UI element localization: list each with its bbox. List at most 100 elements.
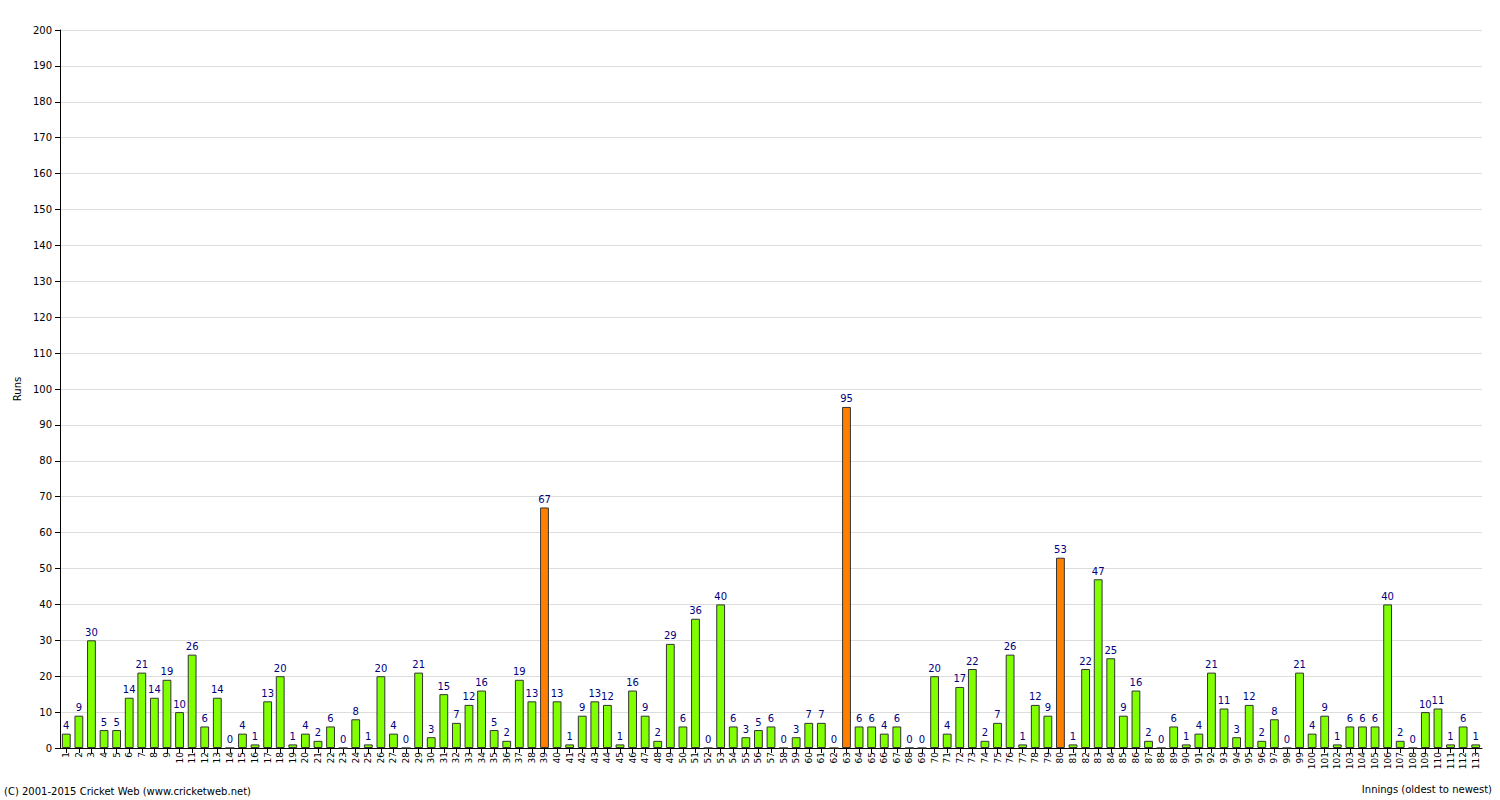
svg-text:14: 14 (148, 684, 161, 695)
svg-text:12: 12 (601, 691, 614, 702)
svg-text:21: 21 (412, 659, 425, 670)
svg-text:67: 67 (892, 752, 902, 763)
svg-text:36: 36 (689, 605, 702, 616)
svg-text:13: 13 (526, 688, 539, 699)
svg-text:25: 25 (1104, 645, 1117, 656)
svg-text:4: 4 (239, 720, 245, 731)
svg-text:45: 45 (615, 752, 625, 763)
svg-text:4: 4 (63, 720, 69, 731)
svg-text:5: 5 (101, 717, 107, 728)
svg-text:79: 79 (1043, 752, 1053, 764)
svg-text:14: 14 (211, 684, 224, 695)
svg-text:9: 9 (1322, 702, 1328, 713)
svg-text:91: 91 (1194, 752, 1204, 763)
svg-text:12: 12 (463, 691, 476, 702)
svg-text:6: 6 (1347, 713, 1353, 724)
svg-text:105: 105 (1370, 752, 1380, 769)
svg-text:78: 78 (1030, 752, 1040, 764)
svg-text:31: 31 (439, 752, 449, 763)
svg-text:20: 20 (274, 663, 287, 674)
svg-text:29: 29 (664, 630, 677, 641)
svg-text:1: 1 (1019, 731, 1025, 742)
svg-text:20: 20 (928, 663, 941, 674)
svg-text:22: 22 (966, 656, 979, 667)
svg-text:47: 47 (1092, 566, 1105, 577)
svg-text:3: 3 (793, 724, 799, 735)
svg-text:44: 44 (602, 752, 612, 764)
svg-text:120: 120 (33, 312, 52, 323)
svg-text:82: 82 (1081, 752, 1091, 763)
svg-text:80: 80 (1055, 752, 1065, 764)
svg-text:27: 27 (388, 752, 398, 763)
svg-text:61: 61 (816, 752, 826, 763)
svg-text:1: 1 (252, 731, 258, 742)
svg-text:99: 99 (1295, 752, 1305, 764)
svg-text:6: 6 (1372, 713, 1378, 724)
svg-text:41: 41 (565, 752, 575, 763)
svg-text:1: 1 (1183, 731, 1189, 742)
svg-text:10: 10 (39, 707, 52, 718)
svg-text:4: 4 (302, 720, 308, 731)
svg-text:102: 102 (1332, 752, 1342, 769)
svg-text:13: 13 (212, 752, 222, 763)
svg-text:13: 13 (261, 688, 274, 699)
svg-text:22: 22 (326, 752, 336, 763)
svg-text:11: 11 (1432, 695, 1445, 706)
svg-text:1: 1 (1334, 731, 1340, 742)
svg-text:5: 5 (112, 752, 122, 758)
svg-text:200: 200 (33, 25, 52, 36)
svg-text:96: 96 (1257, 752, 1267, 764)
svg-text:4: 4 (944, 720, 950, 731)
svg-text:1: 1 (1070, 731, 1076, 742)
svg-text:4: 4 (1196, 720, 1202, 731)
svg-text:1: 1 (617, 731, 623, 742)
svg-text:130: 130 (33, 276, 52, 287)
svg-text:3: 3 (428, 724, 434, 735)
svg-text:3: 3 (743, 724, 749, 735)
svg-text:100: 100 (1307, 752, 1317, 769)
svg-text:90: 90 (1181, 752, 1191, 764)
svg-text:7: 7 (806, 709, 812, 720)
svg-text:5: 5 (491, 717, 497, 728)
svg-text:5: 5 (755, 717, 761, 728)
svg-text:19: 19 (513, 666, 526, 677)
svg-text:50: 50 (39, 563, 52, 574)
svg-text:15: 15 (237, 752, 247, 763)
svg-text:21: 21 (135, 659, 148, 670)
svg-text:48: 48 (653, 752, 663, 764)
svg-text:107: 107 (1395, 752, 1405, 769)
svg-text:64: 64 (854, 752, 864, 764)
svg-text:63: 63 (842, 752, 852, 763)
svg-text:30: 30 (85, 627, 98, 638)
svg-text:77: 77 (1018, 752, 1028, 763)
svg-text:62: 62 (829, 752, 839, 763)
svg-text:2: 2 (1259, 727, 1265, 738)
svg-text:113: 113 (1471, 752, 1481, 769)
svg-text:38: 38 (527, 752, 537, 764)
svg-text:110: 110 (33, 348, 52, 359)
svg-text:6: 6 (856, 713, 862, 724)
svg-text:6: 6 (1460, 713, 1466, 724)
svg-text:26: 26 (1004, 641, 1017, 652)
svg-text:0: 0 (1284, 734, 1290, 745)
svg-text:40: 40 (39, 599, 52, 610)
svg-text:17: 17 (263, 752, 273, 763)
svg-text:39: 39 (539, 752, 549, 764)
svg-text:109: 109 (1420, 752, 1430, 769)
svg-text:6: 6 (868, 713, 874, 724)
svg-text:(C) 2001-2015 Cricket Web (www: (C) 2001-2015 Cricket Web (www.cricketwe… (4, 786, 251, 797)
svg-text:76: 76 (1005, 752, 1015, 764)
svg-text:86: 86 (1131, 752, 1141, 764)
svg-text:70: 70 (39, 491, 52, 502)
svg-text:2: 2 (982, 727, 988, 738)
svg-text:0: 0 (403, 734, 409, 745)
svg-text:2: 2 (74, 752, 84, 758)
svg-text:40: 40 (714, 591, 727, 602)
svg-text:3: 3 (1233, 724, 1239, 735)
svg-text:53: 53 (716, 752, 726, 763)
svg-text:54: 54 (728, 752, 738, 764)
svg-text:67: 67 (538, 494, 551, 505)
svg-text:15: 15 (437, 681, 450, 692)
svg-text:16: 16 (250, 752, 260, 764)
svg-text:55: 55 (741, 752, 751, 763)
